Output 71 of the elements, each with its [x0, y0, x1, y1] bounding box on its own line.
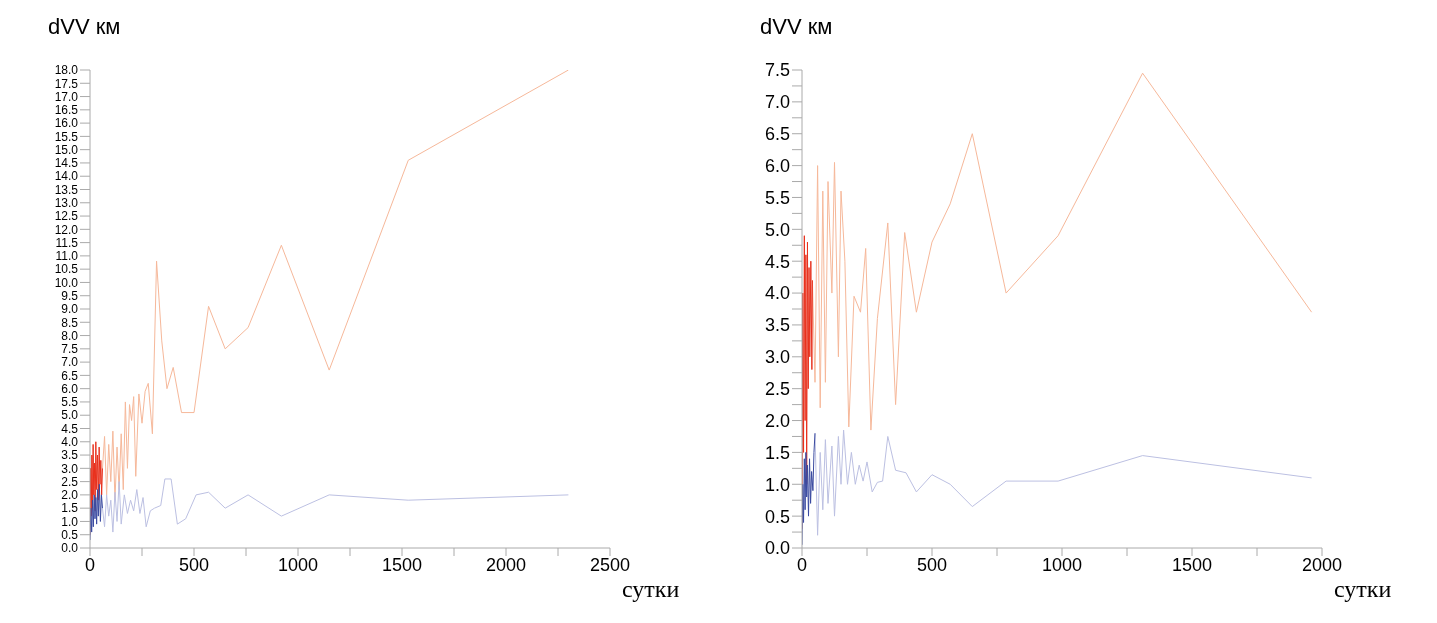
y-tick-label: 3.0: [764, 347, 790, 368]
y-tick-label: 9.0: [61, 302, 79, 317]
y-tick-label: 0.0: [61, 541, 79, 556]
x-tick-label: 1500: [381, 554, 423, 575]
y-tick-label: 6.0: [764, 155, 790, 176]
y-tick-label: 1.0: [764, 474, 790, 495]
y-tick-label: 15.5: [54, 129, 79, 144]
y-tick-label: 4.5: [764, 251, 790, 272]
line-series: [814, 429, 1313, 536]
y-tick-label: 3.0: [61, 461, 79, 476]
y-tick-label: 6.5: [764, 124, 790, 145]
y-tick-label: 5.5: [61, 395, 79, 410]
y-tick-label: 13.5: [54, 182, 79, 197]
y-tick-label: 4.5: [61, 421, 79, 436]
y-tick-label: 5.5: [764, 187, 790, 208]
x-tick-label: 0: [796, 554, 808, 575]
y-tick-label: 8.0: [61, 328, 79, 343]
y-tick-label: 1.5: [61, 501, 79, 516]
y-axis-title: dVV км: [48, 14, 121, 40]
y-tick-label: 17.5: [54, 76, 79, 91]
y-tick-label: 14.5: [54, 156, 79, 171]
y-tick-label: 3.5: [764, 315, 790, 336]
y-tick-label: 2.0: [61, 488, 79, 503]
x-tick-label: 1000: [1041, 554, 1083, 575]
y-tick-label: 7.0: [61, 355, 79, 370]
y-tick-label: 0.5: [764, 506, 790, 527]
x-axis-title: сутки: [1334, 576, 1392, 603]
y-tick-label: 2.0: [764, 410, 790, 431]
y-tick-label: 16.0: [54, 116, 79, 131]
x-tick-label: 500: [178, 554, 210, 575]
line-series: [811, 72, 1313, 431]
y-tick-label: 5.0: [764, 219, 790, 240]
y-tick-label: 10.5: [54, 262, 79, 277]
x-tick-label: 2500: [589, 554, 631, 575]
y-tick-label: 9.5: [61, 288, 79, 303]
y-tick-label: 17.0: [54, 89, 79, 104]
x-axis-title: сутки: [622, 576, 680, 603]
y-tick-label: 6.0: [61, 381, 79, 396]
y-tick-label: 11.0: [55, 249, 79, 264]
y-tick-label: 6.5: [61, 368, 79, 383]
y-tick-label: 14.0: [54, 169, 79, 184]
y-axis-title: dVV км: [760, 14, 833, 40]
y-tick-label: 12.5: [54, 209, 79, 224]
y-tick-label: 0.0: [764, 538, 790, 559]
y-tick-label: 18.0: [54, 63, 79, 78]
y-tick-label: 1.5: [764, 442, 790, 463]
y-tick-label: 7.0: [764, 92, 790, 113]
y-tick-label: 12.0: [54, 222, 79, 237]
x-tick-label: 1500: [1171, 554, 1213, 575]
y-tick-label: 11.5: [55, 235, 79, 250]
line-series: [101, 478, 569, 533]
y-tick-label: 1.0: [61, 514, 79, 529]
x-tick-label: 2000: [1301, 554, 1343, 575]
y-tick-label: 16.5: [54, 103, 79, 118]
y-tick-label: 3.5: [61, 448, 79, 463]
y-tick-label: 0.5: [61, 527, 79, 542]
y-tick-label: 13.0: [54, 196, 79, 211]
y-tick-label: 7.5: [764, 60, 790, 81]
y-tick-label: 5.0: [61, 408, 79, 423]
y-tick-label: 4.0: [764, 283, 790, 304]
y-tick-label: 15.0: [54, 142, 79, 157]
y-tick-label: 10.0: [54, 275, 79, 290]
x-tick-label: 500: [916, 554, 948, 575]
x-tick-label: 1000: [277, 554, 319, 575]
y-tick-label: 8.5: [61, 315, 79, 330]
y-tick-label: 7.5: [61, 342, 79, 357]
x-tick-label: 0: [84, 554, 96, 575]
y-tick-label: 2.5: [61, 474, 79, 489]
x-tick-label: 2000: [485, 554, 527, 575]
y-tick-label: 2.5: [764, 379, 790, 400]
y-tick-label: 4.0: [61, 435, 79, 450]
